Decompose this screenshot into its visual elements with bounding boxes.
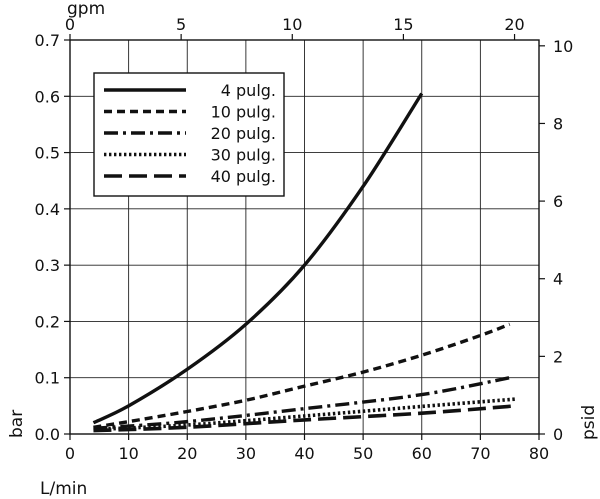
tick-label-right: 4 [553, 270, 563, 289]
tick-label-right: 2 [553, 347, 563, 366]
legend-label: 40 pulg. [211, 167, 276, 186]
tick-label-bottom: 10 [118, 444, 138, 463]
legend-item: 4 pulg. [104, 81, 276, 100]
tick-labels: 0 10 20 30 40 50 60 70 800.00.10.20.30.40.50.60.… [35, 15, 574, 463]
tick-label-left: 0.0 [35, 425, 60, 444]
tick-label-top: 20 [504, 15, 524, 34]
tick-label-left: 0.7 [35, 31, 60, 50]
tick-label-left: 0.1 [35, 369, 60, 388]
tick-label-left: 0.5 [35, 144, 60, 163]
axis-labels: L/min gpm bar psid [7, 0, 599, 499]
tick-label-right: 0 [553, 425, 563, 444]
legend-item: 10 pulg. [104, 103, 276, 122]
y-axis-label-left: bar [7, 410, 27, 438]
tick-label-top: 5 [176, 15, 186, 34]
tick-label-bottom: 60 [412, 444, 432, 463]
tick-label-bottom: 20 [177, 444, 197, 463]
tick-label-bottom: 80 [529, 444, 549, 463]
tick-label-left: 0.4 [35, 200, 60, 219]
tick-label-top: 10 [282, 15, 302, 34]
tick-label-bottom: 40 [294, 444, 314, 463]
y-axis-label-right: psid [579, 405, 599, 440]
tick-label-right: 10 [553, 37, 573, 56]
tick-label-bottom: 0 [65, 444, 75, 463]
legend-item: 20 pulg. [104, 124, 276, 143]
legend-label: 20 pulg. [211, 124, 276, 143]
legend: 4 pulg. 10 pulg. 20 pulg. 30 pulg. 40 pulg. [93, 72, 285, 197]
series-line-5 [93, 404, 516, 433]
tick-label-bottom: 50 [353, 444, 373, 463]
series-line-2 [93, 322, 511, 429]
legend-item: 30 pulg. [104, 146, 276, 165]
tick-label-left: 0.3 [35, 256, 60, 275]
tick-label-top: 15 [393, 15, 413, 34]
tick-label-right: 8 [553, 114, 563, 133]
tick-label-bottom: 30 [236, 444, 256, 463]
series-line-1 [92, 92, 424, 425]
tick-label-left: 0.6 [35, 87, 60, 106]
tick-marks [64, 34, 545, 440]
tick-label-bottom: 70 [470, 444, 490, 463]
legend-label: 10 pulg. [211, 103, 276, 122]
tick-label-left: 0.2 [35, 312, 60, 331]
series-line-4 [93, 397, 516, 432]
x-axis-label-top: gpm [67, 0, 105, 19]
x-axis-label-bottom: L/min [40, 479, 87, 499]
series-layer [92, 92, 516, 433]
legend-item: 40 pulg. [104, 167, 276, 186]
legend-label: 30 pulg. [211, 146, 276, 165]
tick-label-top: 0 [65, 15, 75, 34]
series-line-3 [93, 376, 511, 431]
legend-label: 4 pulg. [221, 81, 276, 100]
tick-label-right: 6 [553, 192, 563, 211]
